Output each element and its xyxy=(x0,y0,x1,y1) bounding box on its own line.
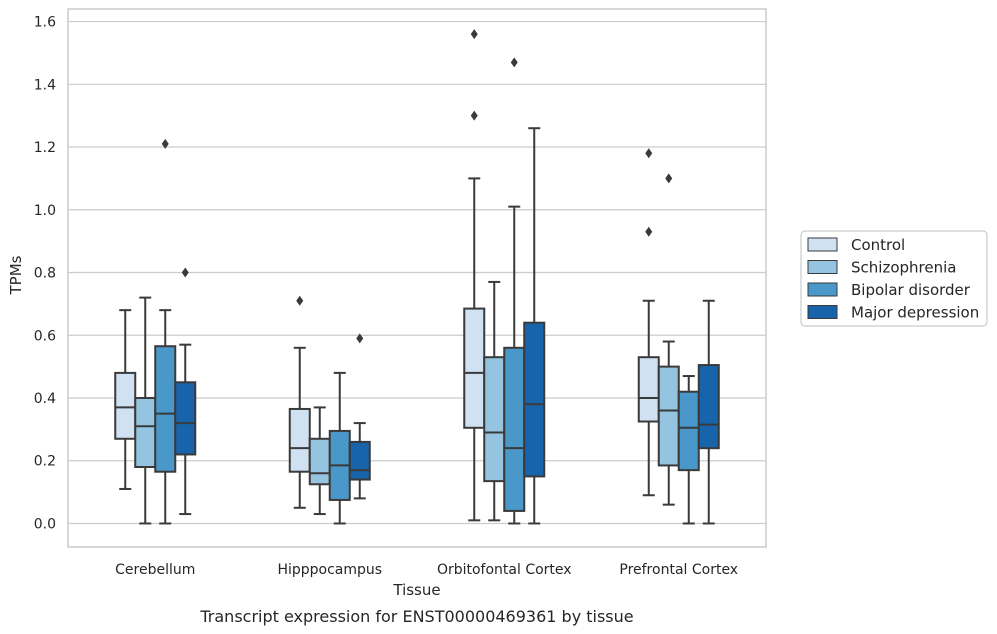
y-tick-label: 1.4 xyxy=(34,77,56,93)
legend-box xyxy=(800,230,988,327)
box-control xyxy=(288,295,311,509)
y-axis-title: TPMs xyxy=(7,255,25,295)
box-control xyxy=(114,309,137,490)
box-schizophrenia xyxy=(483,280,506,522)
outlier-point xyxy=(665,173,673,184)
y-tick-labels: 0.0 0.2 0.4 0.6 0.8 1.0 1.2 1.4 1.6 xyxy=(34,15,56,533)
box-major-depression xyxy=(697,299,720,525)
legend-swatch xyxy=(807,305,838,319)
outlier-point xyxy=(296,295,304,306)
outlier-point xyxy=(470,110,478,121)
legend-label: Bipolar disorder xyxy=(851,281,971,299)
iqr-box xyxy=(637,356,660,423)
outlier-point xyxy=(356,333,364,344)
iqr-box xyxy=(114,371,137,440)
box-control xyxy=(637,148,660,497)
box-schizophrenia xyxy=(657,173,680,506)
y-tick-label: 0.2 xyxy=(34,454,56,470)
iqr-box xyxy=(697,364,720,450)
outlier-point xyxy=(645,226,653,237)
plot-area-border xyxy=(67,8,767,548)
y-tick-label: 0.0 xyxy=(34,516,56,532)
y-tick-label: 0.8 xyxy=(34,266,56,282)
box-major-depression xyxy=(523,127,546,525)
box-major-depression xyxy=(174,267,197,516)
y-tick-label: 0.6 xyxy=(34,328,56,344)
x-tick-label: Cerebellum xyxy=(115,562,195,578)
legend-label: Control xyxy=(851,236,905,254)
legend-label: Schizophrenia xyxy=(851,259,956,277)
iqr-box xyxy=(503,346,526,512)
iqr-box xyxy=(523,321,546,478)
legend-swatch xyxy=(807,260,838,274)
iqr-box xyxy=(657,365,680,467)
x-tick-label: Prefrontal Cortex xyxy=(619,562,738,578)
iqr-box xyxy=(174,381,197,456)
box-bipolar-disorder xyxy=(328,371,351,525)
outlier-point xyxy=(645,148,653,159)
iqr-box xyxy=(288,407,311,473)
iqr-box xyxy=(483,356,506,483)
iqr-box xyxy=(154,345,177,473)
boxes-layer xyxy=(114,29,720,525)
x-tick-label: Orbitofontal Cortex xyxy=(437,562,572,578)
box-schizophrenia xyxy=(134,296,157,525)
legend-label: Major depression xyxy=(851,304,979,322)
x-tick-label: Hipppocampus xyxy=(277,562,382,578)
iqr-box xyxy=(677,390,700,472)
y-tick-label: 1.6 xyxy=(34,15,56,31)
box-bipolar-disorder xyxy=(154,138,177,525)
iqr-box xyxy=(134,396,157,469)
outlier-point xyxy=(161,138,169,149)
outlier-point xyxy=(510,57,518,68)
y-tick-label: 1.2 xyxy=(34,140,56,156)
box-major-depression xyxy=(348,333,371,500)
box-bipolar-disorder xyxy=(677,375,700,525)
y-tick-label: 1.0 xyxy=(34,203,56,219)
iqr-box xyxy=(308,437,331,486)
iqr-box xyxy=(348,440,371,481)
plot-frame xyxy=(67,8,767,548)
outlier-point xyxy=(181,267,189,278)
box-control xyxy=(463,29,486,522)
iqr-box xyxy=(463,307,486,429)
legend-swatch xyxy=(807,237,838,252)
chart-caption: Transcript expression for ENST0000046936… xyxy=(199,607,633,626)
legend-swatch xyxy=(807,282,838,297)
box-bipolar-disorder xyxy=(503,57,526,525)
box-schizophrenia xyxy=(308,406,331,516)
legend: Control Schizophrenia Bipolar disorder Majo… xyxy=(800,230,988,327)
outlier-point xyxy=(470,29,478,40)
x-axis-title: Tissue xyxy=(392,581,440,599)
x-tick-labels: Cerebellum Hipppocampus Orbitofontal Corte… xyxy=(115,562,738,578)
y-tick-label: 0.4 xyxy=(34,391,56,407)
